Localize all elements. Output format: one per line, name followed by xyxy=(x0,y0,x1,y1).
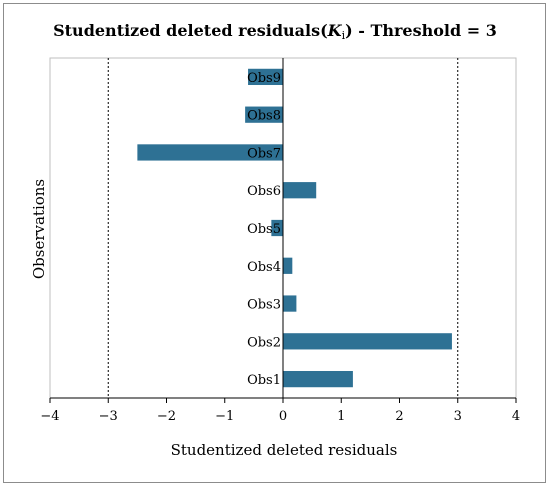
bars xyxy=(137,68,452,388)
x-tick-label: −4 xyxy=(40,409,59,424)
bar-obs8 xyxy=(245,106,283,123)
category-label: Obs9 xyxy=(247,71,281,86)
y-axis-label: Observations xyxy=(30,179,48,279)
threshold-lines xyxy=(107,58,459,398)
bar-obs7 xyxy=(137,144,283,161)
bar-obs3 xyxy=(283,295,297,312)
bar-obs5 xyxy=(271,219,283,237)
bar-obs2 xyxy=(283,333,452,350)
category-label: Obs3 xyxy=(247,298,281,313)
x-tick-label: 1 xyxy=(337,409,345,424)
category-label: Obs5 xyxy=(247,222,281,237)
category-label: Obs2 xyxy=(247,335,281,350)
chart-title: Studentized deleted residuals(Ki) - Thre… xyxy=(53,21,497,42)
category-labels: Obs1 Obs2 Obs3 Obs4 Obs5 Obs6 Obs7 Obs8 Obs9 xyxy=(247,71,281,388)
bar-obs1 xyxy=(283,370,353,388)
category-label: Obs8 xyxy=(247,109,281,124)
category-label: Obs1 xyxy=(247,373,281,388)
x-tick-label: −1 xyxy=(215,409,234,424)
bar-obs6 xyxy=(283,182,317,199)
x-axis-label: Studentized deleted residuals xyxy=(171,441,398,459)
bar-obs4 xyxy=(283,257,293,274)
category-label: Obs6 xyxy=(247,184,281,199)
x-tick-label: 0 xyxy=(279,409,287,424)
x-axis: −4 −3 −2 −1 0 1 2 3 4 xyxy=(40,58,520,424)
x-tick-label: 2 xyxy=(395,409,403,424)
x-tick-label: 4 xyxy=(512,409,520,424)
x-tick-label: 3 xyxy=(454,409,462,424)
bar-obs9 xyxy=(248,68,283,86)
x-tick-label: −2 xyxy=(157,409,176,424)
category-label: Obs4 xyxy=(247,260,281,275)
category-label: Obs7 xyxy=(247,146,281,161)
x-tick-label: −3 xyxy=(99,409,118,424)
